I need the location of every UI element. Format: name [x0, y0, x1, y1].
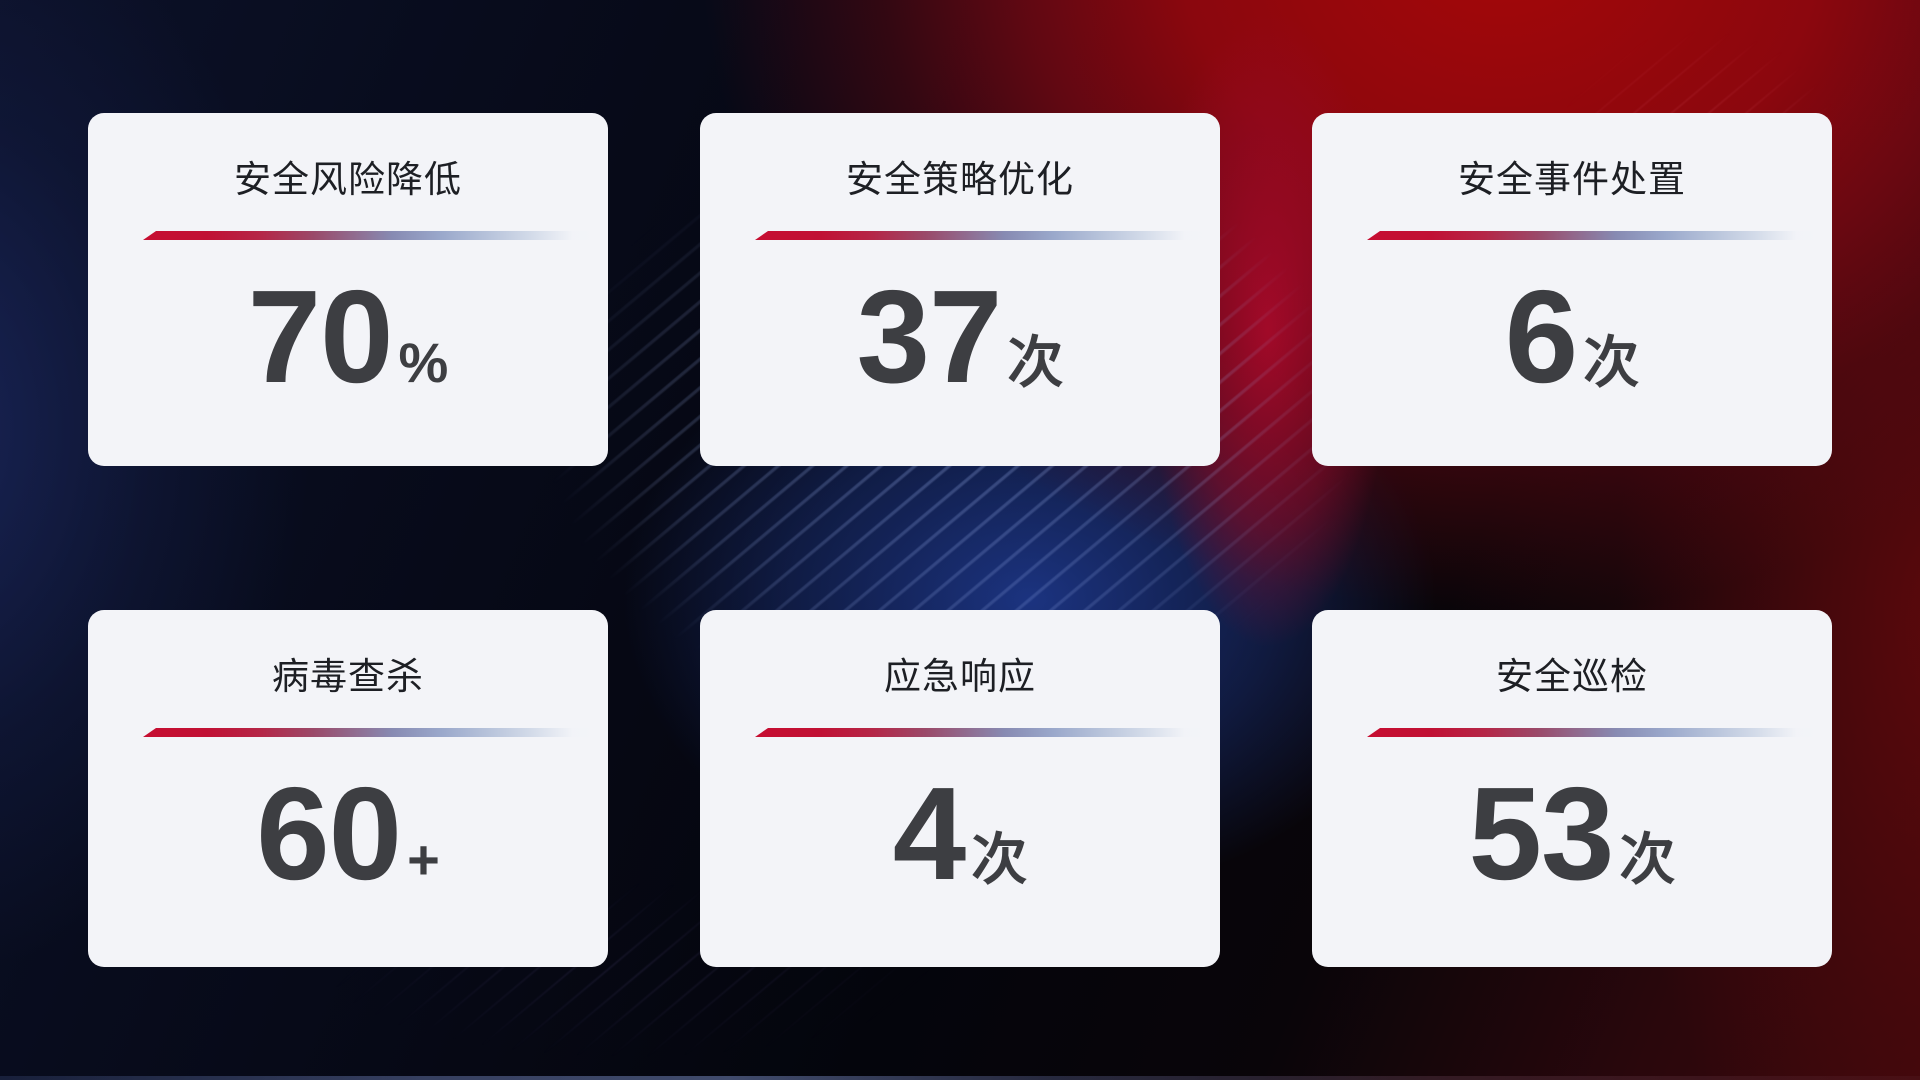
bottom-edge-highlight — [0, 1076, 1920, 1080]
divider-line — [143, 728, 595, 737]
stat-value: 53 次 — [1312, 768, 1832, 941]
stat-unit: + — [407, 828, 440, 891]
stat-number: 37 — [856, 263, 1003, 410]
divider-line — [1367, 728, 1819, 737]
stat-number: 60 — [256, 760, 402, 907]
stat-card-virus-scan: 病毒查杀 60 + — [88, 610, 608, 967]
stat-value: 37 次 — [700, 271, 1220, 444]
card-title: 安全策略优化 — [846, 159, 1074, 200]
stat-value: 60 + — [88, 768, 608, 941]
stat-card-risk-reduction: 安全风险降低 70% — [88, 113, 608, 466]
card-title: 安全巡检 — [1496, 656, 1648, 697]
stat-card-security-inspection: 安全巡检 53 次 — [1312, 610, 1832, 967]
stat-number: 4 — [892, 760, 966, 907]
divider-line — [143, 231, 595, 240]
stat-unit: 次 — [1619, 828, 1676, 891]
stat-number: 6 — [1504, 263, 1578, 410]
stat-number: 53 — [1468, 760, 1615, 907]
card-title: 应急响应 — [884, 656, 1036, 697]
stat-unit: % — [398, 331, 449, 394]
stat-unit: 次 — [971, 828, 1028, 891]
stat-unit: 次 — [1583, 331, 1640, 394]
card-title: 病毒查杀 — [272, 656, 424, 697]
divider-line — [755, 728, 1207, 737]
card-title: 安全风险降低 — [234, 159, 462, 200]
stat-value: 70% — [88, 271, 608, 444]
divider-line — [1367, 231, 1819, 240]
stat-card-policy-optimization: 安全策略优化 37 次 — [700, 113, 1220, 466]
stat-unit: 次 — [1007, 331, 1064, 394]
stat-number: 70 — [247, 263, 394, 410]
divider-line — [755, 231, 1207, 240]
card-title: 安全事件处置 — [1458, 159, 1686, 200]
